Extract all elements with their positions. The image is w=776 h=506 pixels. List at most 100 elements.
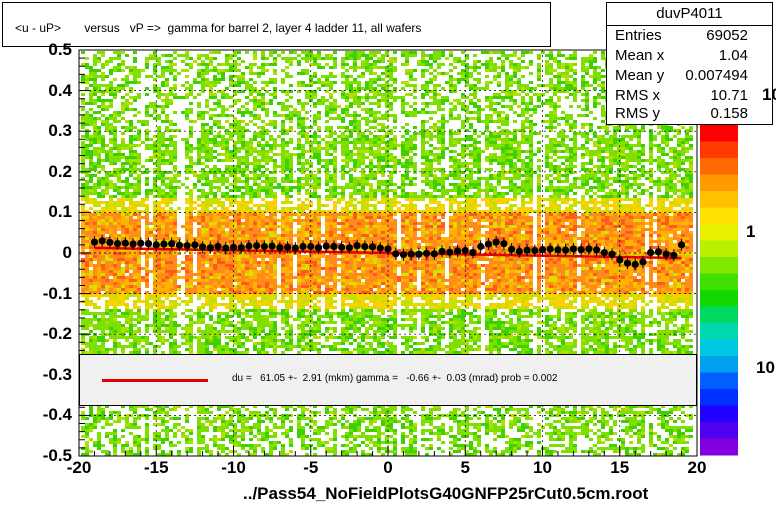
heatmap-cell [117, 66, 121, 69]
heatmap-cell [297, 159, 301, 162]
heatmap-cell [225, 93, 229, 96]
heatmap-cell [121, 60, 125, 63]
heatmap-cell [225, 198, 229, 201]
heatmap-cell [161, 72, 165, 75]
heatmap-cell [201, 90, 205, 93]
heatmap-cell [201, 294, 205, 297]
heatmap-cell [113, 261, 117, 264]
heatmap-cell [209, 114, 213, 117]
heatmap-cell [113, 135, 117, 138]
heatmap-cell [241, 174, 245, 177]
heatmap-cell [125, 105, 129, 108]
heatmap-cell [225, 276, 229, 279]
heatmap-cell [221, 183, 225, 186]
heatmap-cell [129, 321, 133, 324]
heatmap-cell [213, 438, 217, 441]
heatmap-cell [169, 180, 173, 183]
heatmap-cell [125, 78, 129, 81]
heatmap-cell [161, 222, 165, 225]
heatmap-cell [233, 450, 237, 453]
heatmap-cell [117, 186, 121, 189]
heatmap-cell [257, 276, 261, 279]
heatmap-cell [241, 168, 245, 171]
heatmap-cell [93, 69, 97, 72]
heatmap-cell [289, 174, 293, 177]
heatmap-cell [133, 222, 137, 225]
heatmap-cell [257, 159, 261, 162]
heatmap-cell [129, 72, 133, 75]
heatmap-cell [173, 150, 177, 153]
heatmap-cell [225, 324, 229, 327]
heatmap-cell [201, 222, 205, 225]
heatmap-cell [221, 267, 225, 270]
heatmap-cell [101, 144, 105, 147]
heatmap-cell [289, 252, 293, 255]
heatmap-cell [281, 222, 285, 225]
heatmap-cell [237, 420, 241, 423]
heatmap-cell [117, 150, 121, 153]
heatmap-cell [121, 165, 125, 168]
heatmap-cell [161, 273, 165, 276]
heatmap-cell [265, 84, 269, 87]
heatmap-cell [209, 168, 213, 171]
heatmap-cell [213, 114, 217, 117]
heatmap-cell [125, 54, 129, 57]
heatmap-cell [145, 306, 149, 309]
heatmap-cell [261, 297, 265, 300]
heatmap-cell [229, 300, 233, 303]
heatmap-cell [301, 129, 305, 132]
heatmap-cell [185, 54, 189, 57]
heatmap-cell [117, 276, 121, 279]
heatmap-cell [157, 258, 161, 261]
heatmap-cell [233, 309, 237, 312]
heatmap-cell [169, 186, 173, 189]
heatmap-cell [233, 126, 237, 129]
heatmap-cell [189, 135, 193, 138]
heatmap-cell [197, 174, 201, 177]
heatmap-cell [233, 198, 237, 201]
heatmap-cell [201, 78, 205, 81]
heatmap-cell [265, 435, 269, 438]
heatmap-cell [117, 234, 121, 237]
heatmap-cell [273, 342, 277, 345]
heatmap-cell [305, 267, 309, 270]
heatmap-cell [213, 171, 217, 174]
heatmap-cell [197, 345, 201, 348]
heatmap-cell [161, 441, 165, 444]
heatmap-cell [109, 315, 113, 318]
heatmap-cell [285, 165, 289, 168]
heatmap-cell [157, 309, 161, 312]
heatmap-cell [217, 264, 221, 267]
heatmap-cell [205, 78, 209, 81]
heatmap-cell [197, 240, 201, 243]
heatmap-cell [137, 138, 141, 141]
heatmap-cell [97, 432, 101, 435]
heatmap-cell [165, 309, 169, 312]
heatmap-cell [257, 321, 261, 324]
heatmap-cell [153, 348, 157, 351]
heatmap-cell [137, 435, 141, 438]
heatmap-cell [277, 312, 281, 315]
heatmap-cell [137, 336, 141, 339]
heatmap-cell [149, 228, 153, 231]
heatmap-cell [201, 75, 205, 78]
heatmap-cell [93, 225, 97, 228]
heatmap-cell [205, 156, 209, 159]
heatmap-cell [93, 267, 97, 270]
heatmap-cell [261, 288, 265, 291]
heatmap-cell [93, 75, 97, 78]
heatmap-cell [205, 348, 209, 351]
heatmap-cell [173, 261, 177, 264]
heatmap-cell [233, 297, 237, 300]
heatmap-cell [285, 345, 289, 348]
heatmap-cell [289, 294, 293, 297]
heatmap-cell [161, 450, 165, 453]
heatmap-cell [105, 264, 109, 267]
heatmap-cell [153, 102, 157, 105]
heatmap-cell [225, 141, 229, 144]
heatmap-cell [97, 186, 101, 189]
heatmap-cell [261, 156, 265, 159]
heatmap-cell [265, 168, 269, 171]
heatmap-cell [109, 303, 113, 306]
heatmap-cell [161, 201, 165, 204]
